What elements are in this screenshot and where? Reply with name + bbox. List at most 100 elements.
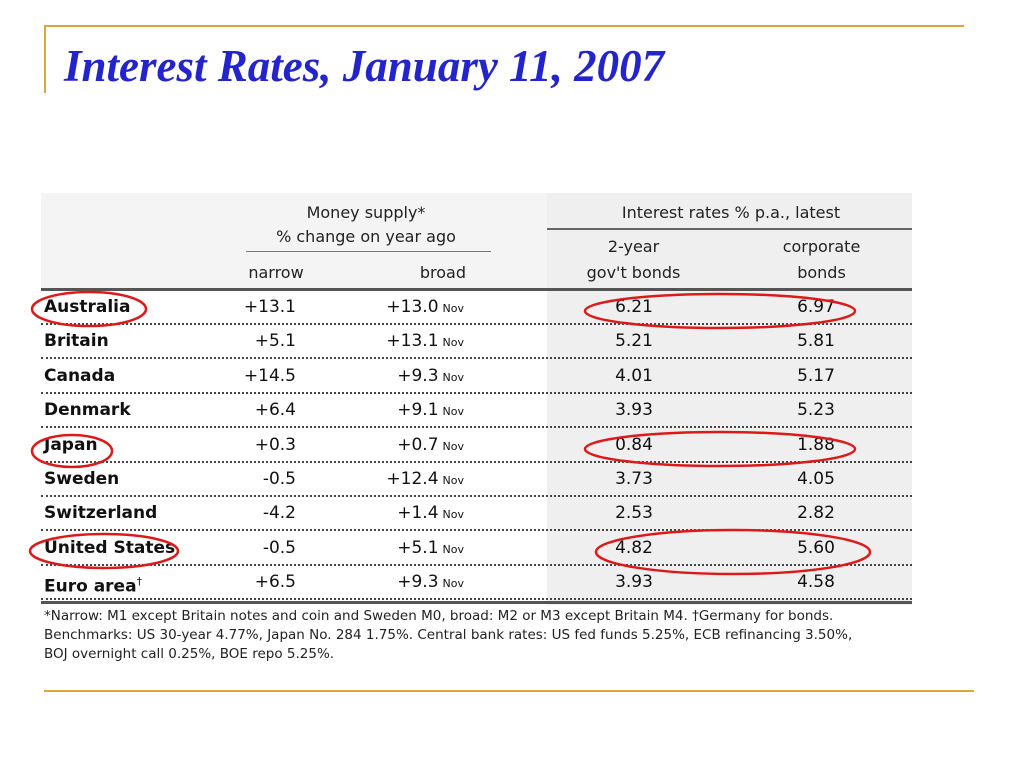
corporate-bond-rate: 4.05: [797, 469, 835, 489]
narrow-value: +5.1: [254, 331, 296, 352]
country-label: Euro area: [44, 576, 137, 597]
narrow-value: +0.3: [254, 434, 296, 455]
broad-value: +1.4: [397, 503, 439, 524]
slide-title: Interest Rates, January 11, 2007: [64, 41, 665, 91]
col-narrow-header: narrow: [248, 263, 304, 282]
gov-bond-rate: 5.21: [615, 331, 653, 352]
broad-cell: +5.1 Nov: [344, 538, 464, 560]
header-bottom-rule: [41, 288, 912, 291]
broad-cell: +9.3 Nov: [344, 572, 464, 594]
broad-cell: +9.3 Nov: [344, 366, 464, 388]
corporate-bond-rate: 5.23: [797, 400, 835, 421]
broad-month: Nov: [442, 336, 464, 350]
broad-value: +5.1: [397, 537, 439, 558]
broad-value: +9.3: [397, 365, 439, 386]
footnote-line: *Narrow: M1 except Britain notes and coi…: [44, 608, 834, 624]
country-name: Sweden: [44, 469, 119, 489]
country-name: Euro area†: [44, 572, 142, 597]
country-label: Japan: [44, 434, 98, 455]
footnotes: *Narrow: M1 except Britain notes and coi…: [44, 607, 912, 664]
gov-bond-rate: 3.73: [615, 469, 653, 489]
broad-month: Nov: [442, 542, 464, 556]
broad-month: Nov: [442, 370, 464, 384]
corporate-bond-rate: 1.88: [797, 434, 835, 455]
table-row: Denmark +6.4 +9.1 Nov 3.93 5.23: [41, 394, 912, 429]
broad-month: Nov: [442, 474, 464, 487]
broad-cell: +9.1 Nov: [344, 400, 464, 422]
corporate-bond-rate: 5.60: [797, 537, 835, 558]
broad-value: +9.3: [397, 572, 439, 593]
corporate-bond-rate: 6.97: [797, 297, 835, 317]
narrow-value: +6.4: [254, 400, 296, 421]
table-row: Canada +14.5 +9.3 Nov 4.01 5.17: [41, 360, 912, 394]
interest-rates-rule: [547, 228, 912, 230]
left-accent-rule: [44, 25, 46, 93]
broad-value: +9.1: [397, 400, 439, 421]
col-gov-header-line1: 2-year: [607, 237, 660, 256]
money-supply-rule: [246, 251, 491, 252]
country-name: Britain: [44, 331, 109, 351]
table-bottom-rule: [41, 601, 912, 604]
gov-bond-rate: 0.84: [615, 434, 653, 455]
broad-value: +13.0: [386, 297, 439, 317]
col-broad-header: broad: [419, 263, 466, 282]
broad-month: Nov: [442, 405, 464, 419]
footnote-line: BOJ overnight call 0.25%, BOE repo 5.25%…: [44, 646, 335, 662]
gov-bond-rate: 4.01: [615, 365, 653, 386]
broad-value: +12.4: [386, 469, 439, 489]
broad-value: +0.7: [397, 434, 439, 455]
money-supply-subheader: % change on year ago: [276, 227, 456, 246]
country-label: Australia: [44, 297, 131, 317]
gov-bond-rate: 3.93: [615, 400, 653, 421]
gov-bond-rate: 4.82: [615, 537, 653, 558]
col-gov-header-line2: gov't bonds: [586, 263, 681, 282]
broad-cell: +13.1 Nov: [344, 331, 464, 353]
broad-cell: +13.0 Nov: [344, 297, 464, 319]
table-row: Britain +5.1 +13.1 Nov 5.21 5.81: [41, 325, 912, 360]
broad-cell: +0.7 Nov: [344, 435, 464, 457]
country-label: Switzerland: [44, 503, 158, 524]
corporate-bond-rate: 2.82: [797, 503, 835, 524]
table-row: Euro area† +6.5 +9.3 Nov 3.93 4.58: [41, 566, 912, 601]
narrow-value: +13.1: [243, 297, 296, 317]
col-corp-header-line2: bonds: [797, 263, 846, 282]
table-row: Australia +13.1 +13.0 Nov 6.21 6.97: [41, 291, 912, 325]
col-corp-header-line1: corporate: [782, 237, 861, 256]
table-row: Switzerland -4.2 +1.4 Nov 2.53 2.82: [41, 497, 912, 532]
broad-month: Nov: [442, 577, 464, 591]
gov-bond-rate: 3.93: [615, 572, 653, 593]
table-row: Japan +0.3 +0.7 Nov 0.84 1.88: [41, 429, 912, 463]
country-name: Switzerland: [44, 503, 157, 523]
bottom-accent-rule: [44, 690, 974, 692]
broad-month: Nov: [442, 302, 464, 315]
country-label: Sweden: [44, 469, 120, 489]
country-label: Canada: [44, 365, 116, 386]
country-name: Australia: [44, 297, 131, 317]
top-accent-rule: [44, 25, 964, 27]
country-label: Britain: [44, 331, 109, 352]
country-name: Canada: [44, 366, 115, 386]
country-footnote-mark: †: [136, 575, 143, 589]
corporate-bond-rate: 5.17: [797, 365, 835, 386]
narrow-value: +6.5: [254, 572, 296, 593]
broad-cell: +12.4 Nov: [344, 469, 464, 491]
broad-value: +13.1: [386, 331, 439, 352]
footnote-line: Benchmarks: US 30-year 4.77%, Japan No. …: [44, 627, 853, 643]
narrow-value: -0.5: [262, 537, 296, 558]
broad-month: Nov: [442, 508, 464, 522]
broad-cell: +1.4 Nov: [344, 503, 464, 525]
country-label: Denmark: [44, 400, 131, 421]
table-row: United States -0.5 +5.1 Nov 4.82 5.60: [41, 532, 912, 566]
gov-bond-rate: 6.21: [615, 297, 653, 317]
money-supply-header: Money supply*: [306, 203, 426, 222]
country-name: Japan: [44, 435, 98, 455]
country-label: United States: [44, 537, 176, 558]
corporate-bond-rate: 5.81: [797, 331, 835, 352]
narrow-value: -0.5: [262, 469, 296, 489]
rates-table: Money supply* % change on year ago narro…: [41, 193, 912, 675]
country-name: United States: [44, 538, 175, 558]
broad-month: Nov: [442, 439, 464, 453]
narrow-value: +14.5: [243, 365, 296, 386]
table-row: Sweden -0.5 +12.4 Nov 3.73 4.05: [41, 463, 912, 497]
corporate-bond-rate: 4.58: [797, 572, 835, 593]
